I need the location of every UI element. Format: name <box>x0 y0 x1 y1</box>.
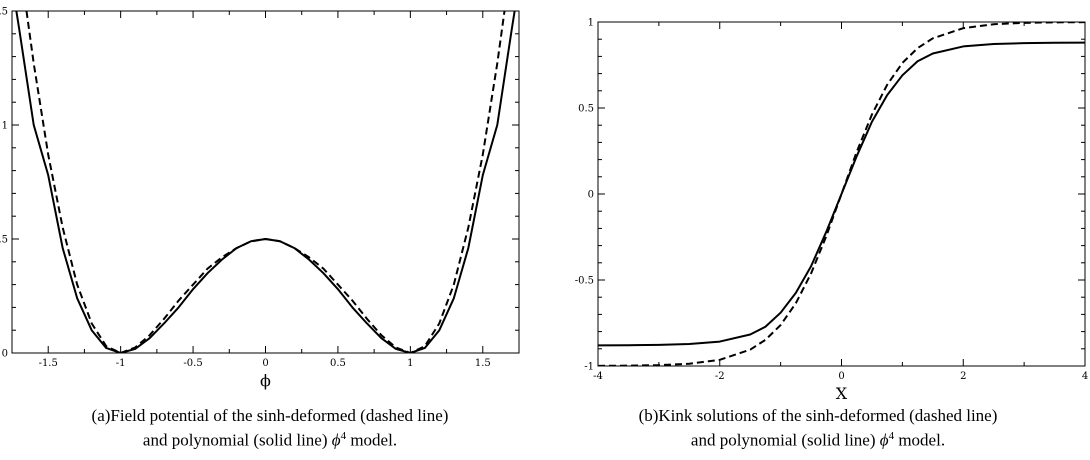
caption-b-tag: (b) <box>638 406 659 425</box>
caption-b-phi-symbol: ϕ <box>879 430 889 450</box>
x-tick-label: 2 <box>960 371 966 382</box>
plot-frame <box>11 10 520 354</box>
y-tick-label: 0.5 <box>0 235 8 246</box>
caption-b-text-3: model. <box>894 430 946 450</box>
x-tick-label: -4 <box>593 371 603 382</box>
y-tick-label: 0 <box>588 190 594 201</box>
x-tick-label: 0.5 <box>330 358 346 369</box>
caption-a-line-1: (a)Field potential of the sinh-deformed … <box>0 406 540 426</box>
caption-a-text-3: model. <box>346 430 398 450</box>
series-dashed-line <box>25 11 506 353</box>
caption-b-exponent: 4 <box>888 430 895 442</box>
caption-a-exponent: 4 <box>340 430 347 442</box>
caption-b-line-1: (b)Kink solutions of the sinh-deformed (… <box>548 406 1088 426</box>
x-tick-label: 1.5 <box>475 358 491 369</box>
x-axis-label: ϕ <box>260 371 271 390</box>
caption-b-text-2: and polynomial (solid line) <box>690 430 880 450</box>
x-tick-label: -1.5 <box>39 358 58 369</box>
x-tick-label: -0.5 <box>183 358 202 369</box>
panel-a-potential-plot: -1.5 -1 -0.5 0 0.5 1 1.5 0 0.5 1 1.5 ϕ <box>0 7 520 390</box>
caption-a-line-2: and polynomial (solid line) ϕ4 model. <box>0 426 540 451</box>
x-tick-label: 0 <box>838 371 844 382</box>
x-tick-label: 4 <box>1082 371 1088 382</box>
x-tick-label: 0 <box>262 358 268 369</box>
y-tick-label: 0 <box>2 349 8 360</box>
y-tick-label: 1.5 <box>0 7 8 18</box>
series-solid-line <box>15 11 516 353</box>
caption-b-line-2: and polynomial (solid line) ϕ4 model. <box>548 426 1088 451</box>
caption-a-phi-symbol: ϕ <box>331 430 341 450</box>
y-tick-label: -0.5 <box>575 276 594 287</box>
caption-a-text-2: and polynomial (solid line) <box>142 430 332 450</box>
x-tick-label: -1 <box>116 358 126 369</box>
panel-b-kink-plot: -4 -2 0 2 4 -1 -0.5 0 0.5 1 X <box>575 18 1088 404</box>
caption-a-tag: (a) <box>91 406 111 425</box>
y-tick-label: 0.5 <box>578 104 594 115</box>
x-tick-label: -2 <box>715 371 725 382</box>
caption-a-text-1: Field potential of the sinh-deformed (da… <box>110 406 449 425</box>
caption-b: (b)Kink solutions of the sinh-deformed (… <box>548 406 1088 451</box>
y-tick-label: 1 <box>2 121 8 132</box>
series-dashed-line <box>598 22 1085 366</box>
x-axis-label: X <box>836 384 848 403</box>
caption-a: (a)Field potential of the sinh-deformed … <box>0 406 540 451</box>
y-tick-label: 1 <box>588 18 594 29</box>
series-solid-line <box>598 41 1085 347</box>
x-tick-label: 1 <box>407 358 413 369</box>
y-tick-label: -1 <box>584 362 594 373</box>
caption-b-text-1: Kink solutions of the sinh-deformed (das… <box>658 406 998 425</box>
